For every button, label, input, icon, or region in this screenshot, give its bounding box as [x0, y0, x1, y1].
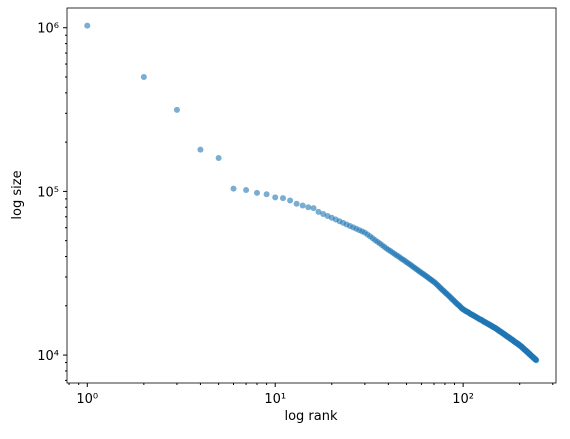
- point: [243, 186, 250, 193]
- x-tick-label: 10²: [452, 392, 474, 407]
- point: [263, 191, 270, 198]
- y-tick-label: 10⁵: [37, 185, 59, 200]
- point: [272, 194, 279, 201]
- y-tick-label: 10⁶: [37, 22, 59, 37]
- point: [315, 208, 322, 215]
- point: [279, 195, 286, 202]
- point: [533, 357, 540, 364]
- point: [173, 106, 180, 113]
- point: [197, 146, 204, 153]
- y-tick-label: 10⁴: [37, 349, 59, 364]
- point: [299, 202, 306, 209]
- point: [305, 204, 312, 211]
- point: [230, 185, 237, 192]
- point: [253, 189, 260, 196]
- y-axis-label: log size: [10, 170, 25, 219]
- point: [293, 200, 300, 207]
- x-tick-label: 10⁰: [76, 392, 98, 407]
- point: [140, 74, 147, 81]
- point: [310, 205, 317, 212]
- x-tick-label: 10¹: [264, 392, 286, 407]
- point: [287, 197, 294, 204]
- point: [215, 154, 222, 161]
- plot-frame: [66, 7, 557, 384]
- x-axis-label: log rank: [284, 409, 338, 424]
- point: [84, 22, 91, 29]
